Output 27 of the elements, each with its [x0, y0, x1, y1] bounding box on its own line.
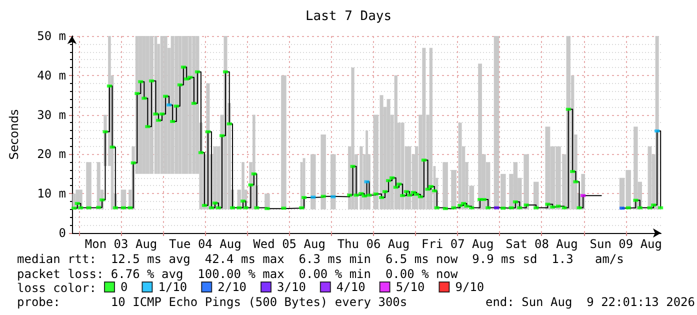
- legend-label: 4/10: [336, 280, 366, 294]
- text: median rtt: 12.5 ms avg 42.4 ms max 6.3 ms min 6.5 ms now 9.9 ms sd 1.3 am/s: [17, 252, 624, 266]
- x-tick-label: Sun 09 Aug: [590, 237, 662, 251]
- text: probe: 10 ICMP Echo Pings (500 Bytes) every 300s: [17, 295, 408, 309]
- y-tick-label: 30 m: [37, 108, 66, 122]
- legend-label: 9/10: [455, 280, 484, 294]
- legend-label: 1/10: [158, 280, 188, 294]
- legend-label: 3/10: [277, 280, 306, 294]
- x-tick-label: Fri 07 Aug: [421, 237, 494, 251]
- y-axis-title: Seconds: [7, 109, 21, 160]
- x-tick-label: Tue 04 Aug: [169, 237, 242, 251]
- legend-label: 5/10: [396, 280, 425, 294]
- y-tick-label: 40 m: [37, 68, 66, 82]
- legend-label: 0: [120, 280, 128, 294]
- x-tick-label: Mon 03 Aug: [84, 237, 158, 251]
- legend-title: loss color:: [17, 281, 96, 295]
- chart-title: Last 7 Days: [305, 9, 392, 24]
- y-tick-label: 0: [58, 226, 66, 240]
- x-tick-label: Wed 05 Aug: [253, 237, 326, 251]
- y-tick-label: 20 m: [37, 147, 66, 162]
- x-tick-label: Sat 08 Aug: [506, 237, 578, 251]
- text: end: Sun Aug 9 22:01:13 2026: [485, 295, 695, 309]
- legend-label: 2/10: [218, 280, 247, 294]
- text: packet loss: 6.76 % avg 100.00 % max 0.00 % min 0.00 % now: [17, 267, 458, 281]
- x-tick-label: Thu 06 Aug: [337, 237, 410, 251]
- y-tick-label: 50 m: [37, 29, 66, 43]
- y-tick-label: 10 m: [37, 186, 66, 201]
